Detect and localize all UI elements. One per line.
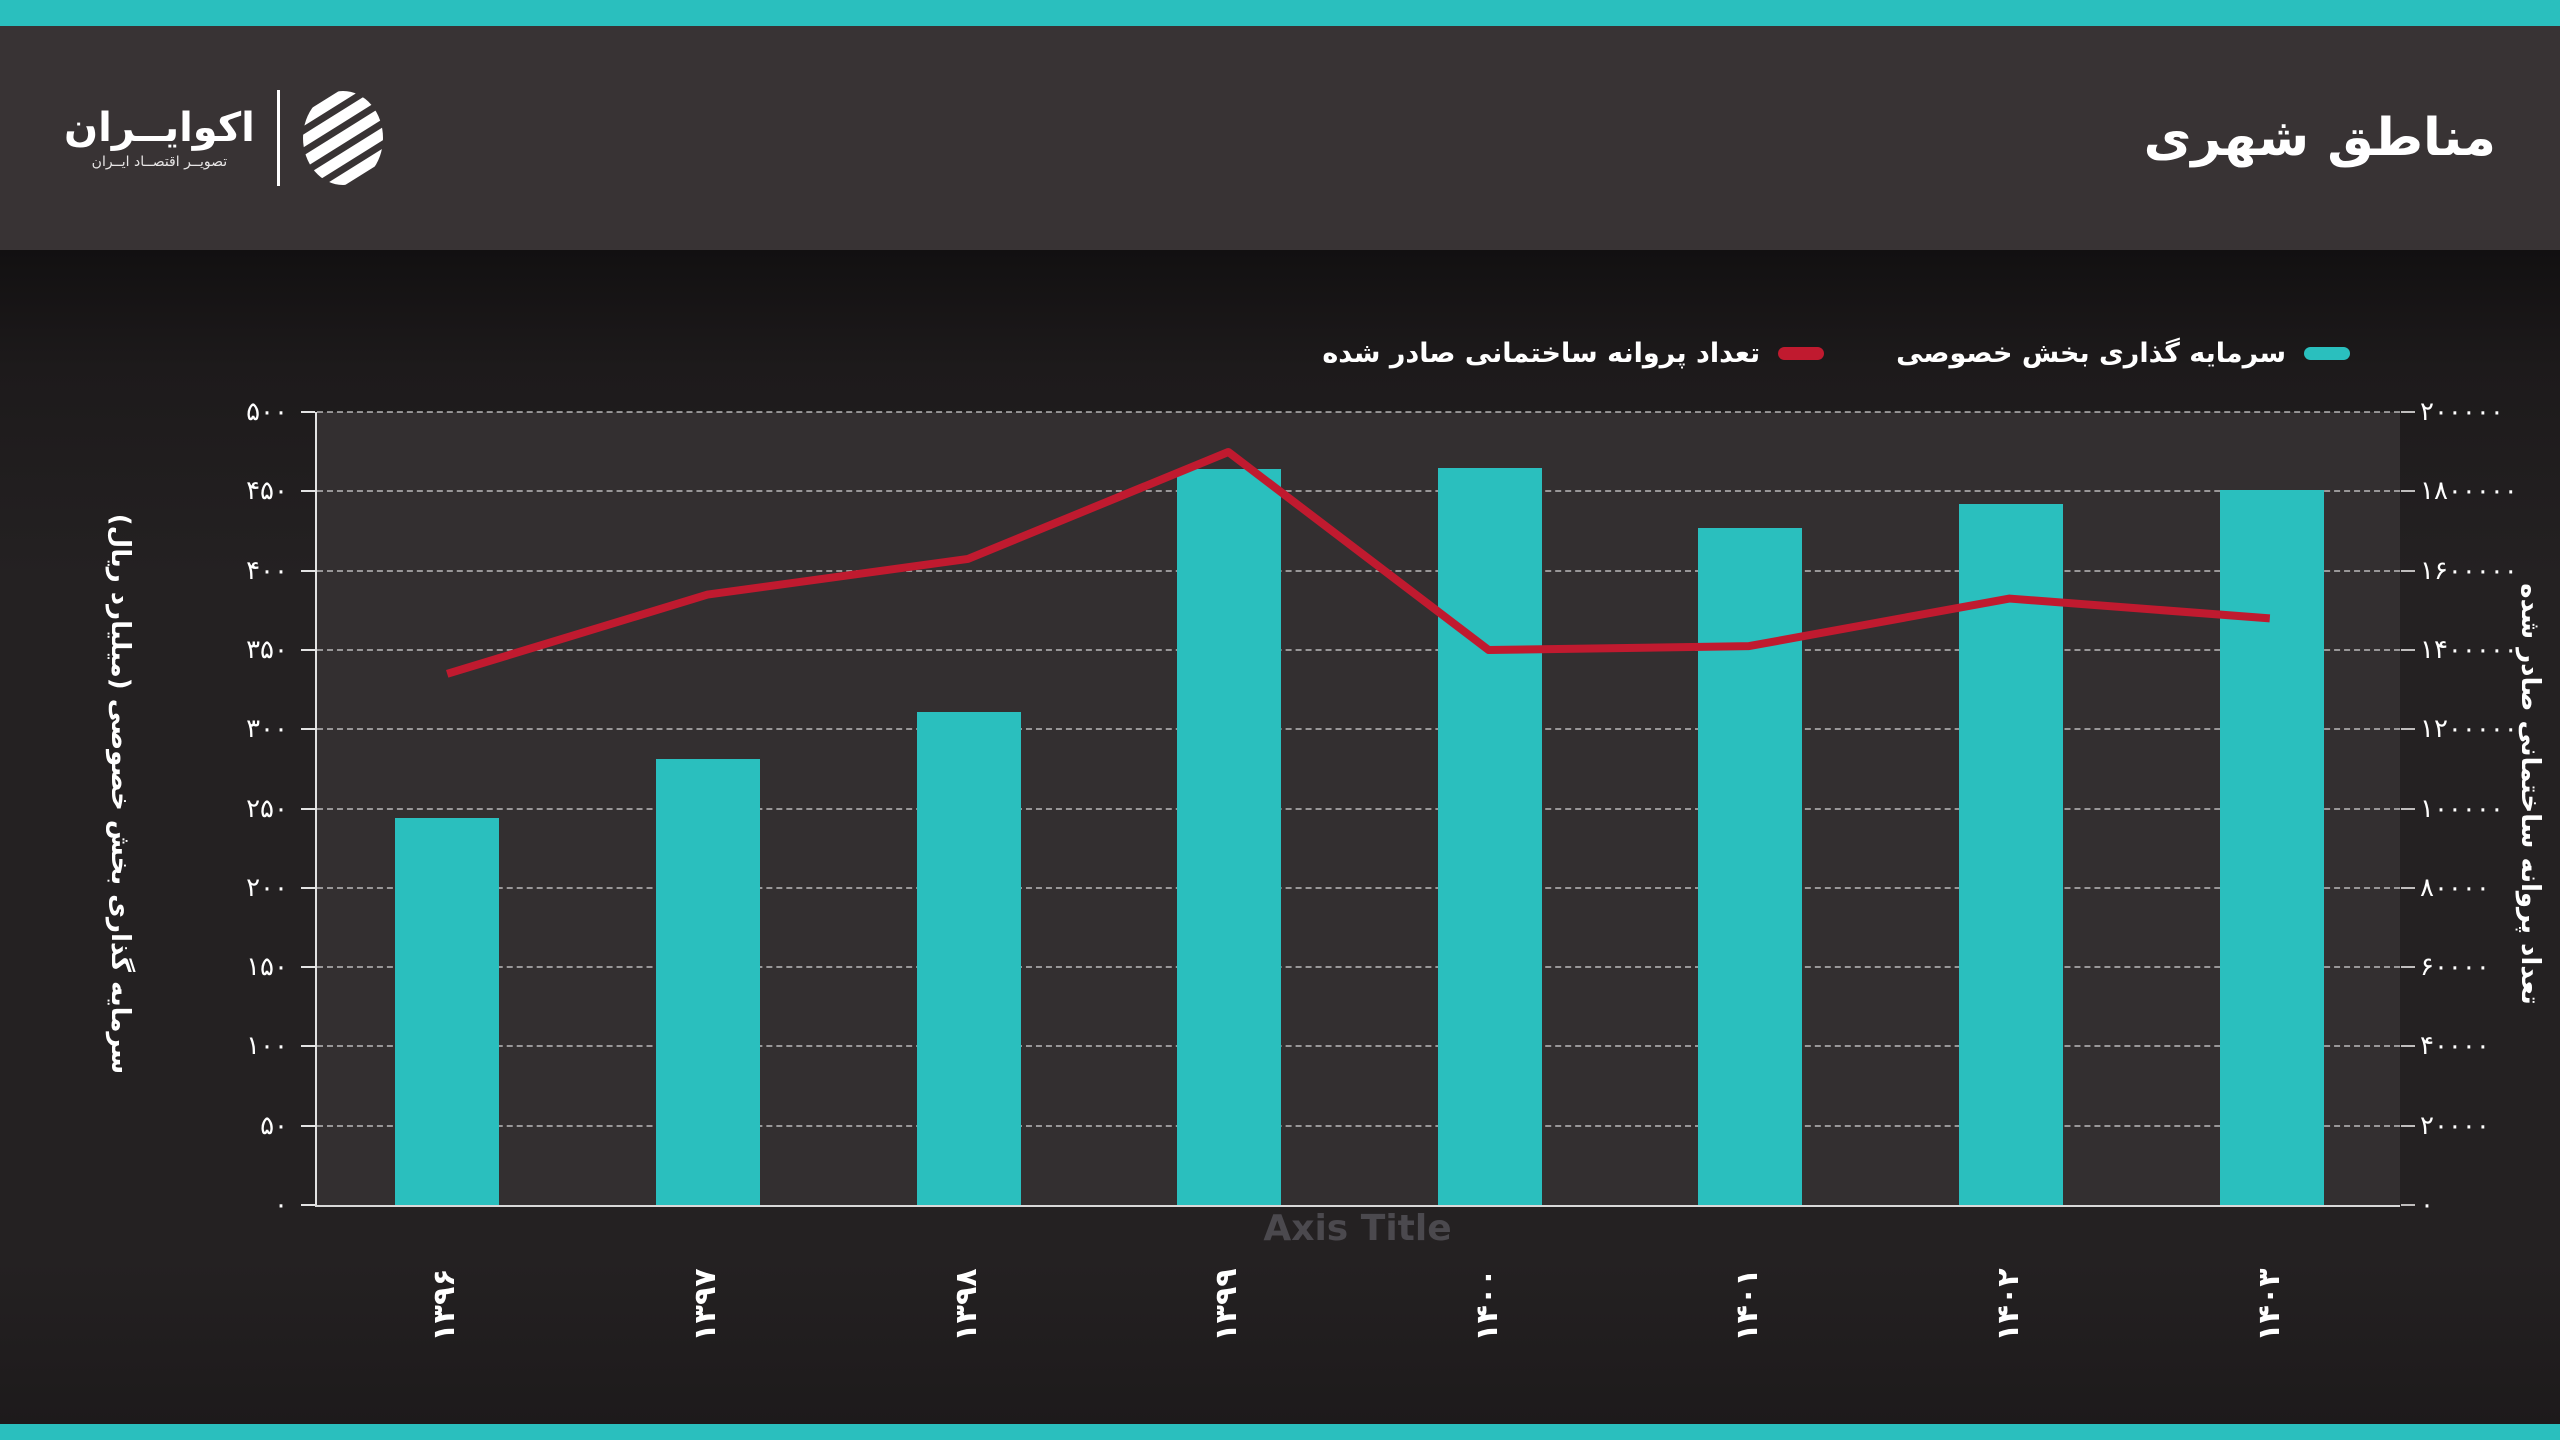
left-axis-tick-label: ۲۵۰: [246, 793, 288, 824]
chart-region: تعداد پروانه ساختمانی صادر شده سرمایه گذ…: [0, 250, 2560, 1424]
left-axis-tick: [301, 1045, 315, 1048]
right-axis-tick-labels: ۲۰۰۰۰۰ ۱۸۰۰۰۰۰ ۱۶۰۰۰۰۰ ۱۴۰۰۰۰۰ ۱۲۰۰۰۰۰ ۱۰۰۰۰۰…: [2420, 397, 2560, 1220]
bar-1399: [1177, 469, 1282, 1205]
bar-1402: [1959, 504, 2064, 1205]
left-axis-tick: [301, 1204, 315, 1206]
right-axis-tick: [2401, 728, 2415, 731]
bar-1397: [655, 759, 760, 1205]
bar-1398: [916, 711, 1021, 1205]
gridline: [317, 728, 2400, 731]
right-axis-tick-label: ۸۰۰۰۰: [2420, 872, 2490, 903]
legend-swatch-red-icon: [1778, 347, 1825, 360]
right-axis-tick: [2401, 569, 2415, 572]
right-axis-tick: [2401, 886, 2415, 889]
plot-area: [301, 411, 2415, 1207]
left-axis-tick-labels: ۵۰۰ ۴۵۰ ۴۰۰ ۳۵۰ ۳۰۰ ۲۵۰ ۲۰۰ ۱۵۰ ۱۰۰ ۵۰ ۰: [0, 397, 288, 1220]
legend-item-bar-series: سرمایه گذاری بخش خصوصی: [1896, 338, 2350, 369]
right-axis-tick-label: ۱۰۰۰۰۰: [2420, 793, 2504, 824]
left-axis-tick-label: ۴۰۰: [246, 555, 288, 586]
bar-1400: [1437, 467, 1542, 1205]
left-axis-tick: [301, 1124, 315, 1127]
gridline: [317, 490, 2400, 493]
right-axis-tick-label: ۲۰۰۰۰: [2420, 1110, 2490, 1141]
legend-label-bar-series: سرمایه گذاری بخش خصوصی: [1896, 338, 2286, 369]
right-axis-tick-label: ۱۸۰۰۰۰۰: [2420, 476, 2518, 507]
right-axis-tick: [2401, 1204, 2415, 1206]
brand-logo: اکوایــران تصویــر اقتصــاد ایــران: [64, 90, 384, 186]
left-axis-tick-label: ۵۰: [260, 1110, 288, 1141]
bar-1403: [2219, 489, 2324, 1205]
left-axis-tick-label: ۳۵۰: [246, 634, 288, 665]
right-axis-tick-label: ۱۲۰۰۰۰۰: [2420, 714, 2518, 745]
brand-subtitle: تصویــر اقتصــاد ایــران: [91, 154, 228, 170]
right-axis-tick: [2401, 1124, 2415, 1127]
brand-text: اکوایــران تصویــر اقتصــاد ایــران: [64, 106, 255, 170]
left-axis-tick: [301, 807, 315, 810]
left-axis-tick: [301, 490, 315, 493]
legend-item-line-series: تعداد پروانه ساختمانی صادر شده: [1322, 338, 1825, 369]
left-axis-tick: [301, 411, 315, 413]
right-axis-tick-label: ۴۰۰۰۰: [2420, 1031, 2490, 1062]
gridline: [317, 807, 2400, 810]
x-axis-label-1401: ۱۴۰۱: [1730, 1268, 1766, 1342]
x-axis-label-1400: ۱۴۰۰: [1469, 1268, 1505, 1342]
left-axis-tick-label: ۰: [274, 1190, 288, 1220]
bar-1396: [395, 818, 500, 1205]
left-axis-tick-label: ۴۵۰: [246, 476, 288, 507]
right-axis-tick-label: ۰: [2420, 1190, 2434, 1220]
header: اکوایــران تصویــر اقتصــاد ایــران منا: [0, 26, 2560, 250]
x-axis-label-1398: ۱۳۹۸: [948, 1268, 984, 1342]
x-axis-label-1397: ۱۳۹۷: [687, 1268, 723, 1342]
page-title: مناطق شهری: [2143, 108, 2496, 168]
gridline: [317, 1124, 2400, 1127]
top-teal-strip: [0, 0, 2560, 26]
legend-swatch-teal-icon: [2304, 347, 2350, 360]
gridline: [317, 569, 2400, 572]
right-axis-tick-label: ۱۶۰۰۰۰۰: [2420, 555, 2518, 586]
x-axis-label-1396: ۱۳۹۶: [427, 1268, 463, 1342]
gridline: [317, 886, 2400, 889]
chart-legend: تعداد پروانه ساختمانی صادر شده سرمایه گذ…: [1322, 338, 2350, 369]
right-axis-tick-label: ۲۰۰۰۰۰: [2420, 397, 2504, 427]
left-axis-tick: [301, 648, 315, 651]
brand-title: اکوایــران: [64, 105, 255, 151]
gridline: [317, 648, 2400, 651]
left-axis-tick-label: ۱۵۰: [246, 952, 288, 983]
x-axis-title-placeholder: Axis Title: [1263, 1208, 1452, 1249]
legend-label-line-series: تعداد پروانه ساختمانی صادر شده: [1322, 338, 1761, 369]
line-series-path: [446, 447, 2271, 678]
left-axis-tick: [301, 886, 315, 889]
left-axis-tick-label: ۳۰۰: [246, 714, 288, 745]
x-axis-label-1399: ۱۳۹۹: [1209, 1268, 1245, 1342]
left-axis-tick-label: ۵۰۰: [246, 397, 288, 427]
gridline: [317, 411, 2400, 413]
gridline: [317, 1045, 2400, 1048]
right-axis-tick: [2401, 490, 2415, 493]
bottom-teal-strip: [0, 1424, 2560, 1440]
right-axis-tick-label: ۶۰۰۰۰: [2420, 952, 2490, 983]
right-axis-tick: [2401, 966, 2415, 969]
left-axis-tick-label: ۲۰۰: [246, 872, 288, 903]
logo-divider: [276, 90, 280, 186]
x-axis-line: [315, 1205, 2400, 1207]
gridline: [317, 966, 2400, 969]
right-axis-tick: [2401, 648, 2415, 651]
x-axis-label-1402: ۱۴۰۲: [1991, 1268, 2027, 1342]
left-axis-tick: [301, 728, 315, 731]
line-series: [446, 447, 2271, 678]
right-axis-tick: [2401, 1045, 2415, 1048]
right-axis-tick: [2401, 807, 2415, 810]
right-axis-tick-label: ۱۴۰۰۰۰۰: [2420, 634, 2518, 665]
right-axis-tick: [2401, 411, 2415, 413]
left-axis-tick: [301, 569, 315, 572]
left-axis-tick-label: ۱۰۰: [246, 1031, 288, 1062]
brand-sphere-icon: [302, 90, 384, 186]
x-axis-label-1403: ۱۴۰۳: [2251, 1268, 2287, 1342]
left-axis-tick: [301, 966, 315, 969]
